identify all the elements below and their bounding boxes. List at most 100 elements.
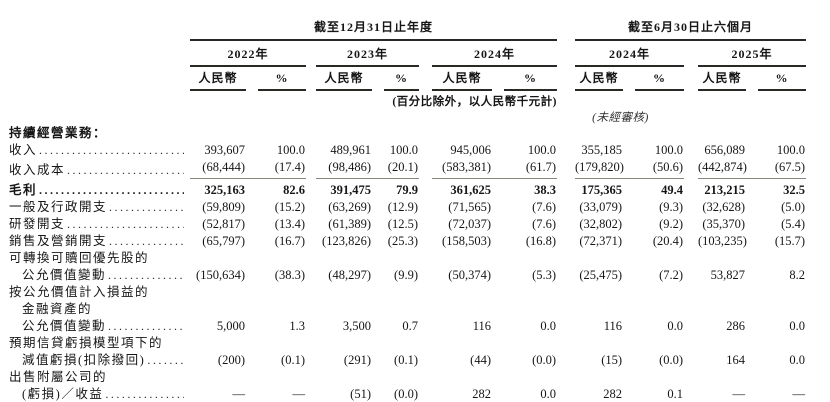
row-label: 收入成本....................................… [9, 162, 184, 177]
cell-value: (7.2) [659, 268, 684, 282]
row-label: 毛利......................................… [9, 183, 184, 197]
column-gap [306, 369, 316, 386]
cell-value: 945,006 [450, 143, 491, 157]
cell-value: (0.1) [281, 353, 305, 367]
cell-value: (150,634) [196, 268, 245, 282]
cell-value: (50,374) [448, 268, 491, 282]
cell-value: 393,607 [204, 143, 245, 157]
row-label: 公允價值變動..................................… [22, 319, 184, 333]
row-label: 銷售及營銷開支.................................… [9, 234, 184, 248]
unaudited-note-row: (未經審核) [4, 109, 806, 125]
cell-value: 391,475 [330, 183, 371, 197]
cell-value: (71,565) [448, 200, 491, 214]
cell-value [698, 250, 746, 267]
column-gap [684, 250, 698, 267]
cell-value [190, 250, 246, 267]
column-gap [419, 179, 432, 200]
table-row: 毛利......................................… [4, 179, 806, 200]
cell-value: 325,163 [204, 183, 245, 197]
cell-value: — [232, 387, 246, 401]
column-gap [419, 352, 432, 369]
cell-value [623, 125, 684, 142]
cell-value: (72,371) [579, 234, 623, 248]
cell-value: (51) [350, 387, 371, 401]
cell-value: (65,797) [202, 234, 245, 248]
column-gap [306, 159, 316, 179]
cell-value: (200) [217, 353, 245, 367]
annual-period-header: 截至12月31日止年度 [190, 14, 558, 41]
cell-value: 175,365 [581, 183, 623, 197]
column-gap [306, 199, 316, 216]
cell-value: 0.0 [540, 319, 557, 333]
column-gap [419, 142, 432, 159]
cell-value: 1.3 [289, 319, 305, 333]
column-gap [684, 199, 698, 216]
cell-value: 49.4 [661, 183, 684, 197]
cell-value [746, 284, 806, 301]
cell-value [623, 301, 684, 318]
cell-value: (67.5) [746, 159, 807, 179]
cell-value: (0.0) [659, 353, 684, 367]
cell-value: (50.6) [623, 159, 685, 179]
cell-value [492, 369, 557, 386]
dot-leader: ........................................… [105, 387, 184, 401]
column-gap [684, 179, 698, 200]
table-row: 銷售及營銷開支.................................… [4, 233, 806, 250]
cell-value: (5.0) [781, 200, 806, 214]
cell-value [372, 369, 419, 386]
cell-value [492, 301, 557, 318]
cell-value: 355,185 [581, 143, 623, 157]
year-2024-header: 2024年 [432, 40, 558, 67]
column-gap [684, 335, 698, 352]
dot-leader: ........................................… [39, 143, 184, 157]
cell-value [575, 335, 623, 352]
cell-value [432, 125, 492, 142]
cell-value: 53,827 [710, 268, 746, 282]
table-row: 研發開支....................................… [4, 216, 806, 233]
column-gap [419, 284, 432, 301]
row-label: 收入......................................… [9, 143, 184, 157]
cell-value [698, 301, 746, 318]
column-gap [306, 142, 316, 159]
year-2023-header: 2023年 [316, 40, 419, 67]
table-row: 一般及行政開支.................................… [4, 199, 806, 216]
table-row: 收入成本....................................… [4, 159, 807, 179]
cell-value: (59,809) [202, 200, 245, 214]
period-group-row: 截至12月31日止年度 截至6月30日止六個月 [4, 14, 807, 41]
column-gap [557, 284, 575, 301]
column-gap [306, 386, 316, 402]
percent-header: % [623, 66, 685, 91]
cell-value: (0.0) [394, 387, 418, 401]
cell-value [190, 284, 246, 301]
year-2022-header: 2022年 [190, 40, 306, 67]
cell-value: (35,370) [702, 217, 746, 231]
cell-value: (583,381) [432, 159, 492, 179]
column-gap [419, 216, 432, 233]
cell-value: (20.1) [372, 159, 419, 179]
cell-value [190, 335, 246, 352]
cell-value [698, 335, 746, 352]
cell-value: (25.3) [387, 234, 418, 248]
cell-value: (179,820) [575, 159, 624, 179]
cell-value: (9.3) [659, 200, 684, 214]
cell-value: (61,389) [328, 217, 371, 231]
percent-header: % [246, 66, 306, 91]
cell-value [246, 125, 306, 142]
cell-value [746, 335, 806, 352]
cell-value: (63,269) [328, 200, 371, 214]
column-gap [684, 301, 698, 318]
cell-value: (16.8) [525, 234, 557, 248]
cell-value: 82.6 [283, 183, 305, 197]
cell-value: — [732, 387, 746, 401]
percent-header: % [746, 66, 807, 91]
table-row: 按公允價值計入損益的 [4, 284, 806, 301]
row-label: 持續經營業務： [9, 126, 108, 140]
cell-value: 0.0 [789, 319, 806, 333]
table-row: 出售附屬公司的 [4, 369, 806, 386]
cell-value [432, 369, 492, 386]
column-gap [557, 267, 575, 284]
cell-value [623, 250, 684, 267]
cell-value [746, 250, 806, 267]
column-gap [306, 216, 316, 233]
